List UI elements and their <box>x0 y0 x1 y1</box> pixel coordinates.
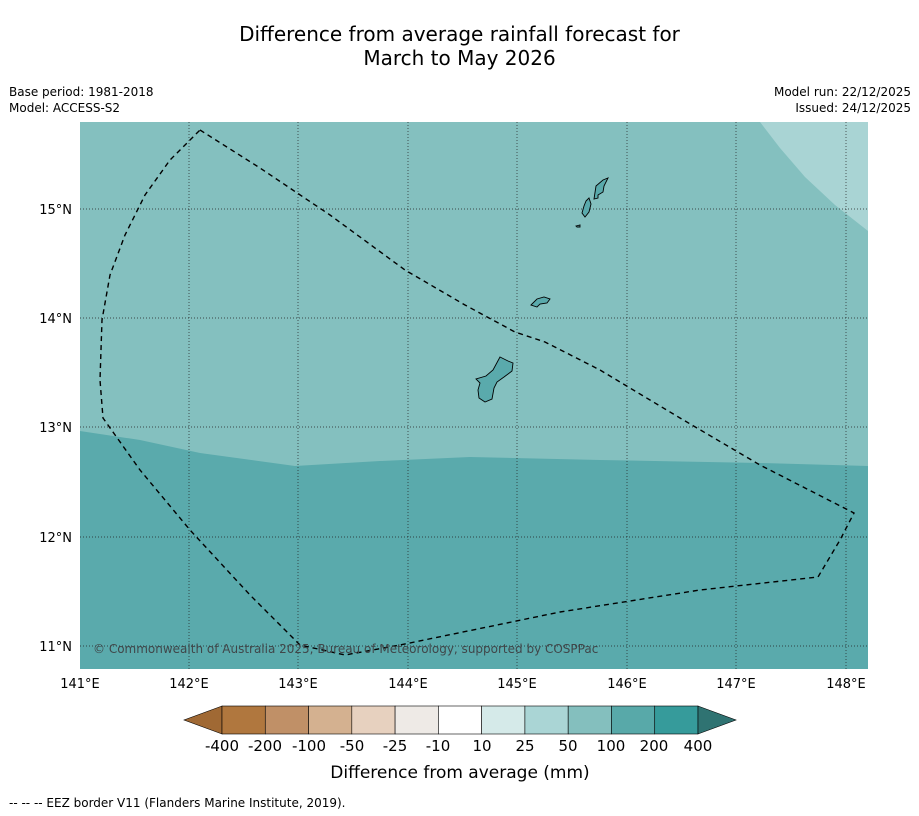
colorbar-high-extend <box>697 705 737 735</box>
colorbar-title: Difference from average (mm) <box>330 763 589 783</box>
copyright-text: © Commonwealth of Australia 2025, Bureau… <box>93 642 598 656</box>
chart-title: Difference from average rainfall forecas… <box>0 22 919 70</box>
colorbar-tick-label: 10 <box>472 737 491 755</box>
rota-island <box>530 296 551 308</box>
lat-label: 14°N <box>39 312 72 327</box>
lon-label: 147°E <box>716 677 756 692</box>
colorbar-swatch <box>481 705 526 735</box>
meta-left: Base period: 1981-2018 Model: ACCESS-S2 <box>9 84 154 116</box>
lat-label: 11°N <box>39 640 72 655</box>
lon-label: 143°E <box>278 677 318 692</box>
colorbar-swatch <box>567 705 612 735</box>
tinian-island <box>581 197 592 218</box>
colorbar-swatch <box>351 705 396 735</box>
colorbar-tick-label: 200 <box>640 737 669 755</box>
model-run: Model run: 22/12/2025 <box>773 85 911 99</box>
colorbar-swatch <box>438 705 482 735</box>
rainfall-zone-25-50 <box>760 122 868 231</box>
title-line-2: March to May 2026 <box>363 46 556 70</box>
base-period: Base period: 1981-2018 <box>9 85 154 99</box>
lon-axis: 141°E 142°E 143°E 144°E 145°E 146°E 147°… <box>60 677 866 692</box>
guam-island <box>475 356 514 403</box>
map-area <box>80 122 868 669</box>
colorbar: -400 -200 -100 -50 -25 -10 10 25 50 100 … <box>183 705 737 783</box>
title-line-1: Difference from average rainfall forecas… <box>239 22 680 46</box>
lon-label: 144°E <box>388 677 428 692</box>
colorbar-tick-label: -200 <box>248 737 282 755</box>
graticule <box>80 122 868 669</box>
lon-label: 146°E <box>607 677 647 692</box>
model-name: Model: ACCESS-S2 <box>9 101 121 115</box>
colorbar-low-extend <box>183 705 223 735</box>
colorbar-tick-label: -100 <box>292 737 326 755</box>
aguijan-islet <box>575 224 581 228</box>
colorbar-tick-label: -10 <box>426 737 451 755</box>
colorbar-tick-label: 25 <box>515 737 534 755</box>
saipan-island <box>593 177 609 200</box>
colorbar-tick-label: 400 <box>684 737 713 755</box>
lat-label: 13°N <box>39 421 72 436</box>
issued-date: Issued: 24/12/2025 <box>795 101 911 115</box>
lat-axis: 15°N 14°N 13°N 12°N 11°N <box>39 203 72 655</box>
islands <box>475 177 609 403</box>
colorbar-swatch <box>524 705 569 735</box>
colorbar-tick-label: -400 <box>205 737 239 755</box>
lat-label: 15°N <box>39 203 72 218</box>
meta-right: Model run: 22/12/2025 Issued: 24/12/2025 <box>774 84 911 116</box>
lon-label: 141°E <box>60 677 100 692</box>
footer-note: -- -- -- EEZ border V11 (Flanders Marine… <box>9 796 346 810</box>
map-figure: © Commonwealth of Australia 2025, Bureau… <box>39 122 868 783</box>
lat-label: 12°N <box>39 531 72 546</box>
colorbar-tick-label: 100 <box>597 737 626 755</box>
eez-border <box>99 129 855 656</box>
colorbar-tick-label: -25 <box>383 737 408 755</box>
colorbar-tick-label: -50 <box>340 737 365 755</box>
colorbar-swatch <box>611 705 656 735</box>
colorbar-swatch <box>394 705 439 735</box>
colorbar-tick-label: 50 <box>558 737 577 755</box>
colorbar-swatch <box>654 705 699 735</box>
lon-label: 148°E <box>826 677 866 692</box>
colorbar-swatch <box>221 705 266 735</box>
rainfall-zone-50-100 <box>80 122 868 466</box>
colorbar-swatch <box>308 705 353 735</box>
colorbar-swatch <box>264 705 309 735</box>
lon-label: 145°E <box>497 677 537 692</box>
lon-label: 142°E <box>169 677 209 692</box>
